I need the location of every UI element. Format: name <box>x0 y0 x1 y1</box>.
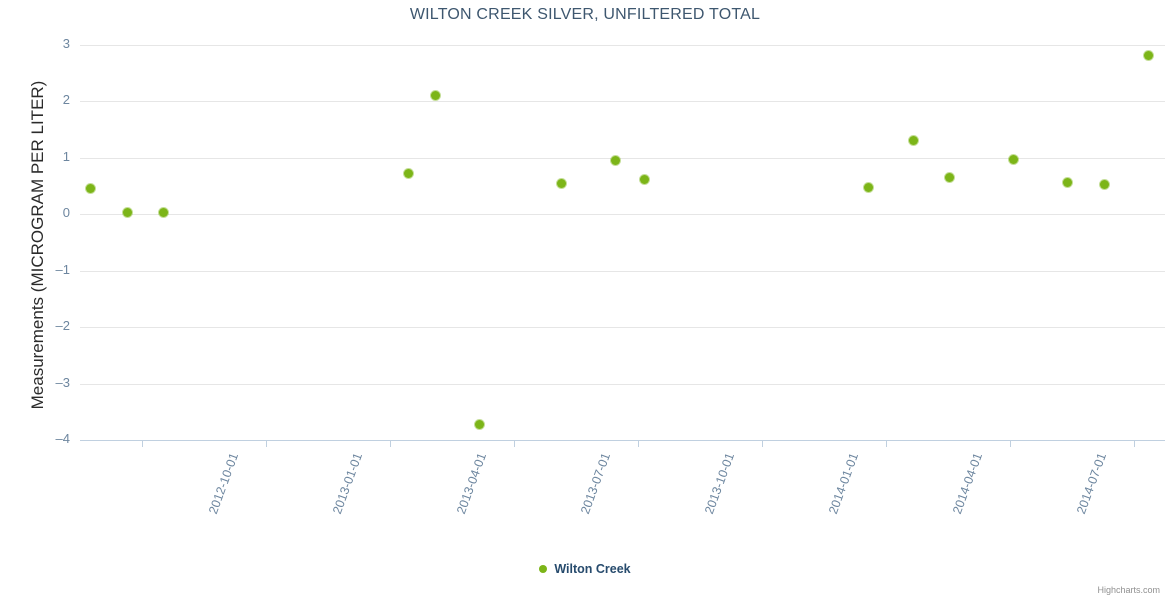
data-point[interactable] <box>1008 155 1018 165</box>
data-point[interactable] <box>1143 50 1153 60</box>
data-point[interactable] <box>639 175 649 185</box>
gridline <box>80 384 1165 385</box>
y-tick-label: –1 <box>55 261 70 277</box>
x-tick-mark <box>1134 440 1135 447</box>
data-point[interactable] <box>122 207 132 217</box>
x-tick-label: 2014-01-01 <box>826 451 862 516</box>
gridline <box>80 158 1165 159</box>
data-point[interactable] <box>556 178 566 188</box>
y-tick-label: 2 <box>62 92 70 108</box>
x-tick-mark <box>886 440 887 447</box>
data-point[interactable] <box>430 90 440 100</box>
y-tick-label: 0 <box>62 205 70 221</box>
x-tick-mark <box>1010 440 1011 447</box>
x-tick-mark <box>514 440 515 447</box>
x-tick-mark <box>638 440 639 447</box>
gridline <box>80 214 1165 215</box>
data-point[interactable] <box>610 156 620 166</box>
x-tick-label: 2013-04-01 <box>454 451 490 516</box>
data-point[interactable] <box>1062 177 1072 187</box>
x-tick-mark <box>390 440 391 447</box>
legend-item-label: Wilton Creek <box>554 562 631 576</box>
y-tick-label: –2 <box>55 318 70 334</box>
gridline <box>80 327 1165 328</box>
data-point[interactable] <box>474 420 484 430</box>
x-tick-mark <box>762 440 763 447</box>
data-point[interactable] <box>403 168 413 178</box>
gridline <box>80 45 1165 46</box>
data-point[interactable] <box>85 183 95 193</box>
data-point[interactable] <box>1099 180 1109 190</box>
x-axis-line <box>80 440 1165 441</box>
data-point[interactable] <box>908 136 918 146</box>
y-tick-label: –3 <box>55 374 70 390</box>
legend-marker-icon <box>539 565 548 573</box>
x-tick-mark <box>142 440 143 447</box>
x-tick-label: 2012-10-01 <box>206 451 242 516</box>
gridline <box>80 101 1165 102</box>
y-tick-label: –4 <box>55 431 70 446</box>
x-tick-label: 2013-10-01 <box>702 451 738 516</box>
credits-label[interactable]: Highcharts.com <box>1097 585 1160 595</box>
data-point[interactable] <box>944 172 954 182</box>
legend-item-wilton-creek[interactable]: Wilton Creek <box>539 562 631 576</box>
chart-legend: Wilton Creek <box>0 562 1170 576</box>
chart-title: WILTON CREEK SILVER, UNFILTERED TOTAL <box>409 6 761 23</box>
data-point[interactable] <box>158 207 168 217</box>
y-tick-label: 1 <box>62 148 70 164</box>
y-tick-label: 3 <box>62 36 70 51</box>
gridline <box>80 271 1165 272</box>
x-tick-mark <box>266 440 267 447</box>
x-tick-label: 2013-01-01 <box>330 451 366 516</box>
x-tick-label: 2013-07-01 <box>578 451 614 516</box>
x-tick-label: 2014-04-01 <box>950 451 986 516</box>
x-tick-label: 2014-07-01 <box>1074 451 1110 516</box>
data-point[interactable] <box>863 182 873 192</box>
